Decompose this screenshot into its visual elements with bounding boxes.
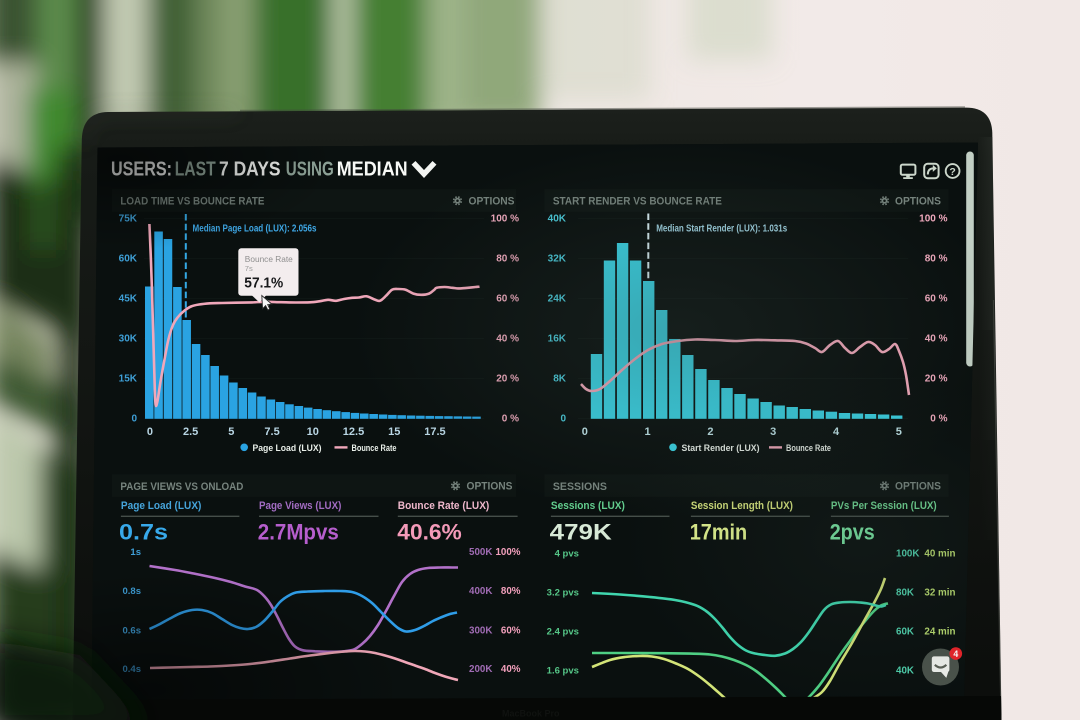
svg-text:2.4 pvs: 2.4 pvs (547, 626, 579, 637)
svg-text:3.2 pvs: 3.2 pvs (547, 587, 579, 598)
svg-text:1s: 1s (130, 547, 141, 558)
svg-text:2.7Mpvs: 2.7Mpvs (258, 520, 339, 545)
svg-text:200K: 200K (469, 664, 492, 675)
svg-text:1.6 pvs: 1.6 pvs (547, 665, 579, 676)
svg-text:5: 5 (228, 426, 234, 438)
svg-text:0.7s: 0.7s (119, 520, 168, 545)
svg-text:Bounce Rate: Bounce Rate (352, 443, 397, 454)
svg-text:MEDIAN: MEDIAN (337, 159, 408, 181)
svg-text:479K: 479K (550, 520, 613, 545)
svg-text:60%: 60% (501, 626, 521, 637)
svg-text:0: 0 (147, 426, 153, 438)
svg-text:Bounce Rate: Bounce Rate (245, 254, 293, 264)
svg-text:80%: 80% (501, 586, 521, 597)
svg-text:40%: 40% (501, 664, 521, 675)
svg-text:45K: 45K (119, 294, 138, 305)
svg-text:500K: 500K (469, 547, 492, 558)
svg-text:0: 0 (131, 414, 137, 425)
svg-text:12.5: 12.5 (343, 426, 364, 438)
svg-text:Page Views (LUX): Page Views (LUX) (259, 500, 342, 512)
svg-text:100%: 100% (495, 547, 520, 558)
svg-text:7s: 7s (245, 264, 253, 273)
svg-text:57.1%: 57.1% (244, 276, 283, 292)
svg-text:Page Load (LUX): Page Load (LUX) (121, 500, 202, 512)
svg-text:300K: 300K (469, 626, 492, 637)
svg-text:Page Load (LUX): Page Load (LUX) (253, 443, 322, 454)
svg-text:15: 15 (388, 426, 400, 438)
svg-text:10: 10 (307, 426, 319, 438)
svg-text:15K: 15K (119, 374, 138, 385)
svg-text:4 pvs: 4 pvs (555, 548, 579, 559)
svg-text:30K: 30K (119, 334, 138, 345)
svg-text:400K: 400K (469, 586, 492, 597)
svg-text:60K: 60K (119, 254, 138, 265)
svg-text:2.5: 2.5 (183, 426, 198, 438)
svg-text:7.5: 7.5 (264, 426, 279, 438)
svg-text:Bounce Rate (LUX): Bounce Rate (LUX) (398, 500, 490, 512)
svg-text:PAGE VIEWS VS ONLOAD: PAGE VIEWS VS ONLOAD (120, 481, 243, 493)
svg-text:?: ? (949, 166, 955, 178)
svg-text:40.6%: 40.6% (397, 520, 462, 545)
svg-text:MacBook Pro: MacBook Pro (502, 709, 560, 719)
